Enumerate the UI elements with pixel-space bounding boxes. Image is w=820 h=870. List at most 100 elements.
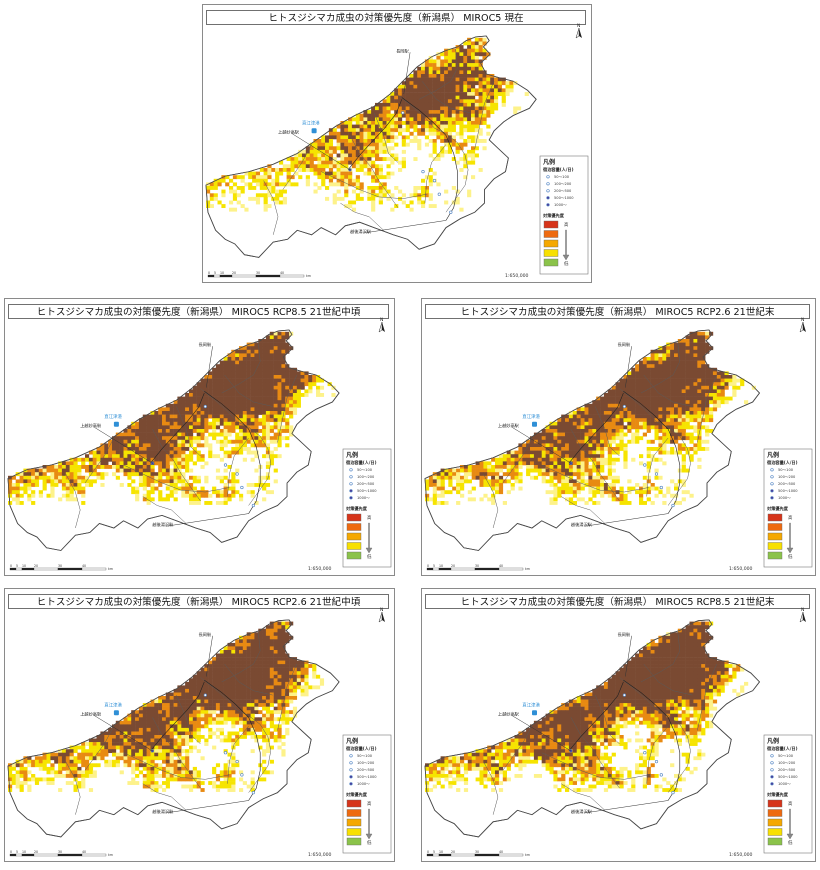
lodging-point — [401, 111, 405, 115]
map-panel-rcp26-end: ヒトスジシマカ成虫の対策優先度（新潟県） MIROC5 RCP2.6 21世紀末… — [421, 298, 816, 576]
legend-swatch — [767, 809, 783, 817]
port-icon — [532, 710, 537, 716]
legend-lodging-class: 200～500 — [778, 482, 796, 486]
legend-lodging-label: 宿泊容量(人/日) — [767, 745, 798, 752]
north-label: N — [801, 607, 804, 613]
lodging-point — [223, 463, 228, 467]
legend-swatch — [767, 532, 783, 541]
lodging-point — [659, 485, 663, 490]
legend-lodging-class: 100～200 — [357, 761, 375, 765]
legend-lodging-class: 1000～ — [778, 496, 791, 500]
legend-lodging-class: 500～1000 — [778, 775, 798, 779]
legend-low: 低 — [788, 553, 793, 560]
scale-tick-label: 0 — [427, 850, 429, 854]
scale-ratio: 1:650,000 — [729, 852, 753, 858]
boundary-line — [84, 725, 115, 771]
legend-lodging-class: 50～100 — [778, 754, 794, 758]
legend-swatch — [346, 513, 362, 522]
legend-lodging-class: 100～200 — [778, 475, 796, 479]
railway-line — [150, 681, 205, 752]
boundary-line — [561, 783, 606, 811]
legend-swatch — [346, 809, 362, 817]
boundary-line — [646, 437, 669, 497]
legend-swatch — [543, 220, 559, 229]
legend-high: 高 — [788, 514, 793, 521]
scale-unit: km — [525, 567, 530, 571]
legend-lodging-label: 宿泊容量(人/日) — [346, 745, 377, 752]
railway-line — [150, 392, 205, 464]
legend-swatch — [346, 828, 362, 836]
place-label-echigo_yuzawa: 越後湯沢駅 — [571, 808, 593, 815]
map-title: ヒトスジシマカ成虫の対策優先度（新潟県） MIROC5 RCP2.6 21世紀末 — [425, 304, 810, 319]
boundary-line — [277, 374, 298, 443]
map-panel-rcp26-mid: ヒトスジシマカ成虫の対策優先度（新潟県） MIROC5 RCP2.6 21世紀中… — [4, 588, 395, 862]
boundary-line — [502, 437, 533, 484]
scale-tick-label: 10 — [22, 564, 26, 568]
legend-lodging-class: 100～200 — [357, 475, 375, 479]
port-icon — [113, 710, 119, 716]
legend-lodging-class: 200～500 — [357, 482, 375, 486]
scale-tick-label: 20 — [34, 850, 38, 854]
lodging-point — [643, 751, 647, 755]
leader-line — [584, 513, 669, 527]
priority-raster — [8, 621, 325, 792]
legend-swatch — [767, 542, 783, 550]
north-arrow-icon: N — [575, 23, 582, 39]
boundary-line — [263, 180, 279, 235]
boundary-line — [397, 94, 469, 213]
map-panel-current: ヒトスジシマカ成虫の対策優先度（新潟県） MIROC5 現在 長岡駅 上越妙高駅越… — [202, 4, 592, 283]
scale-tick-label: 30 — [475, 850, 479, 854]
boundary-line — [176, 694, 201, 745]
scale-tick-label: 10 — [220, 271, 224, 275]
boundary-line — [227, 725, 249, 784]
boundary-line — [340, 202, 384, 231]
leader-line — [403, 52, 411, 94]
scale-tick-label: 40 — [499, 850, 503, 854]
legend-low: 低 — [564, 260, 569, 267]
lodging-point — [240, 773, 244, 777]
place-label-nagaoka: 長岡駅 — [618, 342, 631, 348]
map-title: ヒトスジシマカ成虫の対策優先度（新潟県） MIROC5 RCP8.5 21世紀中… — [8, 304, 389, 319]
boundary-line — [282, 144, 312, 190]
legend-lodging-label: 宿泊容量(人/日) — [346, 459, 377, 466]
scale-ratio: 1:650,000 — [308, 852, 332, 858]
lodging-point — [150, 749, 154, 753]
scale-tick-label: 5 — [433, 850, 435, 854]
place-label-echigo_yuzawa: 越後湯沢駅 — [152, 521, 174, 528]
legend-priority-label: 対策優先度 — [345, 505, 368, 512]
scale-tick-label: 40 — [82, 564, 86, 568]
boundary-line — [643, 374, 693, 407]
scale-tick-label: 5 — [16, 850, 18, 854]
scale-tick-label: 10 — [439, 850, 443, 854]
legend-swatch — [767, 828, 783, 836]
north-arrow-icon: N — [799, 317, 806, 333]
lodging-point — [671, 503, 675, 508]
boundary-line — [227, 437, 249, 497]
place-label-naoetsu-port: 直江津港 — [522, 702, 540, 709]
legend-title: 凡例 — [766, 451, 779, 459]
lodging-point — [659, 773, 663, 777]
scale-bar: 0 5 10 20 30 40 km — [426, 564, 530, 571]
legend-lodging-class: 200～500 — [554, 189, 572, 193]
boundary-line — [142, 496, 187, 524]
scale-bar: 0 5 10 20 30 40 km — [9, 564, 113, 571]
legend-lodging-class: 500～1000 — [357, 775, 377, 779]
lodging-point — [432, 179, 437, 183]
scale-tick-label: 10 — [22, 850, 26, 854]
scale-ratio: 1:650,000 — [505, 273, 529, 279]
map-title: ヒトスジシマカ成虫の対策優先度（新潟県） MIROC5 現在 — [206, 10, 586, 25]
boundary-line — [349, 135, 399, 208]
scale-unit: km — [525, 853, 530, 857]
scale-tick-label: 30 — [58, 564, 62, 568]
legend-low: 低 — [367, 553, 372, 560]
municipal-boundaries — [483, 632, 718, 815]
legend-low: 低 — [788, 839, 793, 846]
boundary-line — [619, 677, 691, 793]
leader-line — [625, 346, 632, 388]
railway-line — [568, 392, 624, 464]
railway-line — [623, 390, 681, 514]
